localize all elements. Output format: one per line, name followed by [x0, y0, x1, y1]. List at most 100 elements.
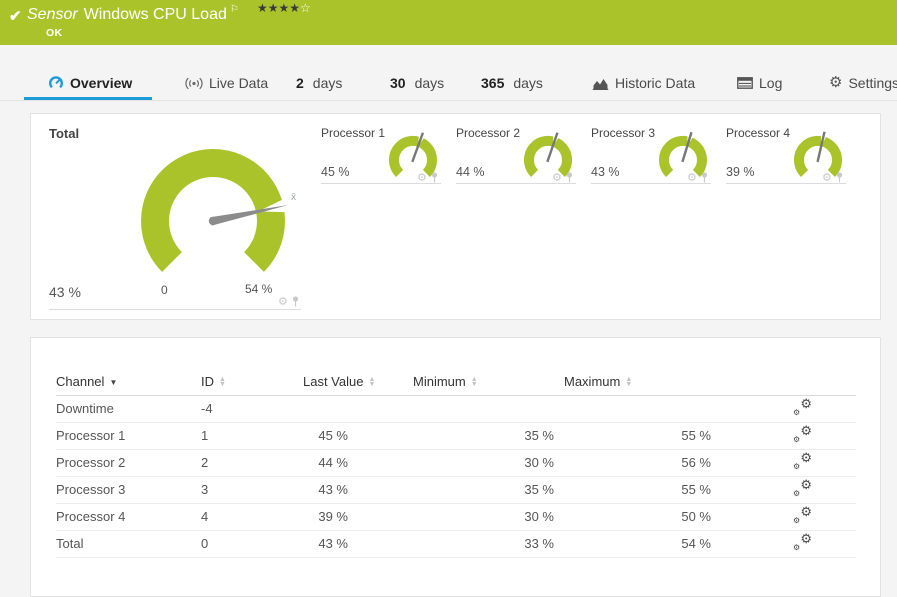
cell-channel: Processor 2	[56, 449, 201, 477]
cell-channel: Total	[56, 530, 201, 558]
cell-last-value: 43 %	[303, 530, 413, 558]
processor-2-tools: ⚙	[552, 172, 574, 183]
processor-2-label: Processor 2	[456, 126, 521, 140]
area-chart-icon	[592, 78, 609, 90]
table-row-processor-2[interactable]: Processor 2 2 44 % 30 % 56 % ⚙ ⚙	[56, 449, 856, 477]
tab-settings-label: Settings	[848, 75, 897, 91]
processor-4-tools: ⚙	[822, 172, 844, 183]
divider	[456, 183, 576, 184]
cell-id: 2	[201, 449, 303, 477]
channel-settings-gear-icon[interactable]: ⚙	[278, 295, 288, 308]
cell-id: -4	[201, 395, 303, 423]
processor-4-label: Processor 4	[726, 126, 791, 140]
cell-channel: Downtime	[56, 395, 201, 423]
cell-minimum: 30 %	[413, 503, 564, 531]
divider	[591, 183, 711, 184]
priority-stars[interactable]: ★★★★☆	[257, 1, 311, 15]
sensor-title-line: Sensor Windows CPU Load ⚐	[27, 4, 239, 24]
status-badge: OK	[46, 27, 63, 39]
tab-2-days-word: days	[312, 75, 343, 91]
channel-settings-gear-icon[interactable]: ⚙	[687, 171, 697, 184]
sort-icon: ▲ ▼	[368, 376, 376, 389]
divider	[726, 183, 846, 184]
total-gauge-scale-min: 0	[161, 283, 168, 297]
log-list-icon	[737, 77, 753, 89]
tab-historic-data[interactable]: Historic Data	[592, 71, 695, 95]
cell-last-value	[303, 395, 413, 423]
column-header-channel[interactable]: Channel ▼	[56, 368, 201, 396]
cell-last-value: 45 %	[303, 422, 413, 450]
tab-365-days[interactable]: 365 days	[481, 71, 543, 95]
edit-channel-gears-icon[interactable]: ⚙ ⚙	[793, 530, 812, 552]
total-gauge-divider	[49, 309, 301, 310]
column-header-last-value[interactable]: Last Value ▲ ▼	[303, 368, 413, 396]
pin-icon[interactable]	[835, 172, 844, 183]
tab-settings[interactable]: ⚙ Settings	[829, 71, 897, 95]
cell-channel: Processor 3	[56, 476, 201, 504]
live-data-icon	[185, 77, 203, 89]
processor-3-gauge	[659, 131, 707, 177]
active-tab-indicator	[24, 97, 152, 100]
processor-1-label: Processor 1	[321, 126, 386, 140]
channel-settings-gear-icon[interactable]: ⚙	[822, 171, 832, 184]
cell-maximum: 56 %	[564, 449, 713, 477]
edit-channel-gears-icon[interactable]: ⚙ ⚙	[793, 422, 812, 444]
channel-settings-gear-icon[interactable]: ⚙	[552, 171, 562, 184]
cell-minimum: 30 %	[413, 449, 564, 477]
edit-channel-gears-icon[interactable]: ⚙ ⚙	[793, 395, 812, 417]
processor-4-gauge-block: Processor 4 39 % ⚙	[726, 126, 846, 206]
cell-maximum: 54 %	[564, 530, 713, 558]
edit-channel-gears-icon[interactable]: ⚙ ⚙	[793, 503, 812, 525]
column-header-last-value-label: Last Value	[303, 373, 364, 389]
tab-30-days[interactable]: 30 days	[390, 71, 444, 95]
processor-3-value: 43 %	[591, 165, 620, 179]
table-row-processor-4[interactable]: Processor 4 4 39 % 30 % 50 % ⚙ ⚙	[56, 503, 856, 531]
cell-channel: Processor 4	[56, 503, 201, 531]
table-row-processor-1[interactable]: Processor 1 1 45 % 35 % 55 % ⚙ ⚙	[56, 422, 856, 450]
flag-icon[interactable]: ⚐	[229, 4, 239, 15]
cell-channel: Processor 1	[56, 422, 201, 450]
pin-icon[interactable]	[700, 172, 709, 183]
column-header-id-label: ID	[201, 373, 214, 389]
pin-icon[interactable]	[291, 296, 300, 307]
average-marker: x̄	[291, 192, 296, 203]
total-gauge-label: Total	[49, 126, 80, 141]
tab-30-days-word: days	[414, 75, 445, 91]
tab-overview-label: Overview	[70, 75, 133, 91]
table-row-total[interactable]: Total 0 43 % 33 % 54 % ⚙ ⚙	[56, 530, 856, 558]
total-gauge-scale-max: 54 %	[245, 282, 273, 296]
pin-icon[interactable]	[430, 172, 439, 183]
tab-2-days[interactable]: 2 days	[296, 71, 342, 95]
sort-icon: ▲ ▼	[219, 376, 226, 389]
channel-settings-gear-icon[interactable]: ⚙	[417, 171, 427, 184]
cell-last-value: 39 %	[303, 503, 413, 531]
cell-last-value: 43 %	[303, 476, 413, 504]
sort-icon: ▲ ▼	[470, 376, 478, 389]
column-header-id[interactable]: ID ▲ ▼	[201, 368, 303, 396]
cell-id: 0	[201, 530, 303, 558]
table-row-processor-3[interactable]: Processor 3 3 43 % 35 % 55 % ⚙ ⚙	[56, 476, 856, 504]
edit-channel-gears-icon[interactable]: ⚙ ⚙	[793, 449, 812, 471]
tab-2-days-number: 2	[296, 75, 304, 91]
edit-channel-gears-icon[interactable]: ⚙ ⚙	[793, 476, 812, 498]
channel-table: Channel ▼ ID ▲ ▼ Last Value ▲ ▼ Minimum ▲ ▼ Max…	[56, 368, 856, 558]
pin-icon[interactable]	[565, 172, 574, 183]
total-gauge-tools: ⚙	[278, 296, 300, 307]
priority-star-empty[interactable]: ☆	[300, 1, 311, 15]
total-gauge-value: 43 %	[49, 284, 81, 300]
table-row-downtime[interactable]: Downtime -4 ⚙ ⚙	[56, 395, 856, 423]
sort-desc-icon: ▼	[109, 377, 118, 387]
cell-id: 3	[201, 476, 303, 504]
cell-maximum: 50 %	[564, 503, 713, 531]
tab-log[interactable]: Log	[737, 71, 782, 95]
column-header-minimum[interactable]: Minimum ▲ ▼	[413, 368, 564, 396]
column-header-maximum[interactable]: Maximum ▲ ▼	[564, 368, 713, 396]
gauge-icon	[49, 76, 63, 89]
sort-icon: ▲ ▼	[625, 376, 633, 389]
processor-2-gauge	[524, 132, 572, 177]
page-title: Windows CPU Load	[83, 6, 227, 23]
tab-live-data[interactable]: Live Data	[185, 71, 268, 95]
priority-stars-filled[interactable]: ★★★★	[257, 1, 301, 15]
processor-1-value: 45 %	[321, 165, 350, 179]
tab-overview[interactable]: Overview	[48, 71, 132, 95]
